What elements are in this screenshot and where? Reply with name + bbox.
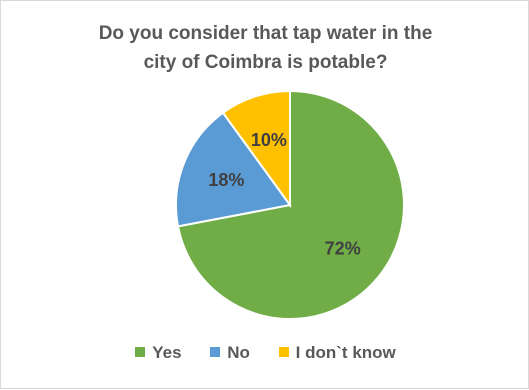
legend-item-no: No xyxy=(210,343,250,363)
chart-title: Do you consider that tap water in the ci… xyxy=(1,19,529,77)
pie-slice-dont-know xyxy=(221,89,291,209)
chart-title-line-1: Do you consider that tap water in the xyxy=(98,23,433,44)
slice-label-no: 18% xyxy=(208,170,244,190)
legend: Yes No I don`t know xyxy=(1,343,529,363)
legend-label-dont-know: I don`t know xyxy=(295,343,396,362)
pie-slice-no xyxy=(175,111,292,228)
legend-swatch-no xyxy=(210,347,221,357)
legend-swatch-yes xyxy=(135,347,146,357)
legend-label-yes: Yes xyxy=(152,343,182,362)
legend-item-yes: Yes xyxy=(135,343,182,363)
slice-label-yes: 72% xyxy=(325,239,361,259)
legend-label-no: No xyxy=(227,343,250,362)
chart-title-line-2: city of Coimbra is potable? xyxy=(143,52,388,73)
legend-swatch-dont-know xyxy=(278,347,289,357)
slice-label-dont-know: 10% xyxy=(251,130,287,150)
legend-item-dont-know: I don`t know xyxy=(278,343,396,363)
